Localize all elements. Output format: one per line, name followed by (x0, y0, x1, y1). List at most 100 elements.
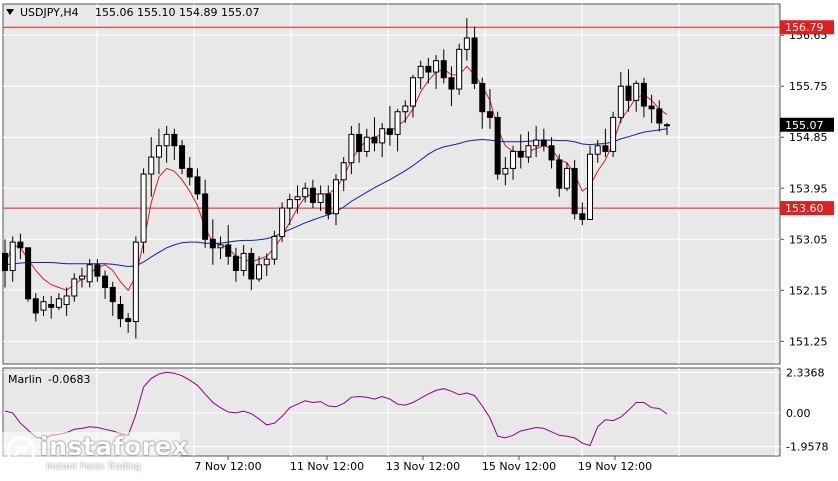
osc-tick-label: 0.00 (786, 407, 811, 420)
candle (409, 74, 416, 118)
candle (594, 140, 601, 163)
candle-body (517, 150, 524, 158)
candle-body (63, 295, 70, 305)
candle-body (402, 105, 409, 113)
candle-body (32, 298, 39, 314)
level-price-label: 156.79 (785, 21, 824, 34)
candle-body (225, 244, 232, 257)
candle (179, 140, 186, 175)
candle (402, 100, 409, 124)
osc-tick-label: 2.3368 (786, 367, 825, 380)
candle-body (179, 145, 186, 169)
level-price-tag (780, 201, 834, 216)
candle (494, 111, 501, 180)
candle (163, 125, 170, 163)
y-tick-label: 155.75 (789, 80, 828, 93)
candle (78, 267, 85, 288)
candle (102, 270, 109, 299)
candle (348, 125, 355, 175)
candle-body (587, 153, 594, 220)
candle-body (148, 156, 155, 175)
candle-body (510, 150, 517, 169)
candle-body (456, 48, 463, 90)
candle (209, 219, 216, 265)
candle-body (202, 193, 209, 240)
candle-body (155, 145, 162, 158)
candle-body (479, 82, 486, 113)
candle (232, 247, 239, 282)
candle (517, 134, 524, 169)
watermark-tagline: Instant Forex Trading (46, 462, 141, 472)
candle-body (540, 139, 547, 147)
candle-body (94, 264, 101, 277)
y-tick-label: 152.15 (789, 284, 828, 297)
chart-ohlc: 155.06 155.10 154.89 155.07 (95, 6, 259, 19)
candle (132, 236, 139, 339)
candle-body (563, 167, 570, 189)
watermark-name: instaforex (40, 432, 189, 461)
candle (556, 154, 563, 197)
candle-body (194, 176, 201, 195)
candle (525, 131, 532, 163)
candle-body (440, 60, 447, 79)
candle-body (240, 252, 247, 271)
candle-body (25, 247, 32, 300)
candle (48, 295, 55, 319)
candle (640, 77, 647, 118)
candle-body (463, 37, 470, 50)
candle (417, 60, 424, 90)
candle (2, 239, 8, 288)
x-tick-label: 7 Nov 12:00 (194, 460, 261, 473)
candle-body (309, 187, 316, 203)
candle-body (71, 278, 78, 297)
candle-body (648, 105, 655, 110)
candle (440, 49, 447, 84)
candle-body (17, 241, 24, 249)
candle-body (40, 301, 47, 311)
candle (502, 157, 509, 186)
candle (486, 89, 493, 129)
indicator-value: -0.0683 (48, 373, 90, 386)
candle-body (209, 238, 216, 249)
chart-symbol: USDJPY,H4 (20, 6, 79, 19)
candle-body (594, 145, 601, 155)
candle (286, 193, 293, 226)
candle-body (248, 252, 255, 280)
candle-body (371, 136, 378, 144)
candle (548, 137, 555, 169)
candle (240, 244, 247, 277)
candle-body (163, 133, 170, 147)
candle-body (471, 37, 478, 84)
candle-body (617, 85, 624, 118)
instaforex-watermark: instaforex Instant Forex Trading (0, 432, 188, 477)
candle-body (286, 199, 293, 209)
candle (55, 293, 62, 311)
y-tick-label: 153.95 (789, 182, 828, 195)
menu-triangle-icon[interactable] (6, 9, 14, 15)
candle (456, 43, 463, 95)
candle (510, 145, 517, 180)
candle (363, 128, 370, 158)
candle-body (448, 77, 455, 90)
candle-body (109, 286, 116, 303)
candle (171, 128, 178, 160)
candle (63, 287, 70, 316)
candle (271, 230, 278, 265)
candle-body (186, 167, 193, 178)
candle (356, 123, 363, 163)
candle-body (656, 108, 663, 124)
candle (155, 128, 162, 175)
candle-body (294, 196, 301, 201)
candle-body (271, 235, 278, 260)
candle-body (125, 318, 132, 322)
candle (317, 185, 324, 211)
candle (109, 281, 116, 316)
candle (602, 128, 609, 158)
x-tick-label: 13 Nov 12:00 (386, 460, 460, 473)
candle-body (571, 167, 578, 215)
level-price-tag (780, 20, 834, 35)
candle (294, 185, 301, 214)
candle (225, 225, 232, 265)
candle (32, 293, 39, 322)
candle (279, 202, 286, 243)
